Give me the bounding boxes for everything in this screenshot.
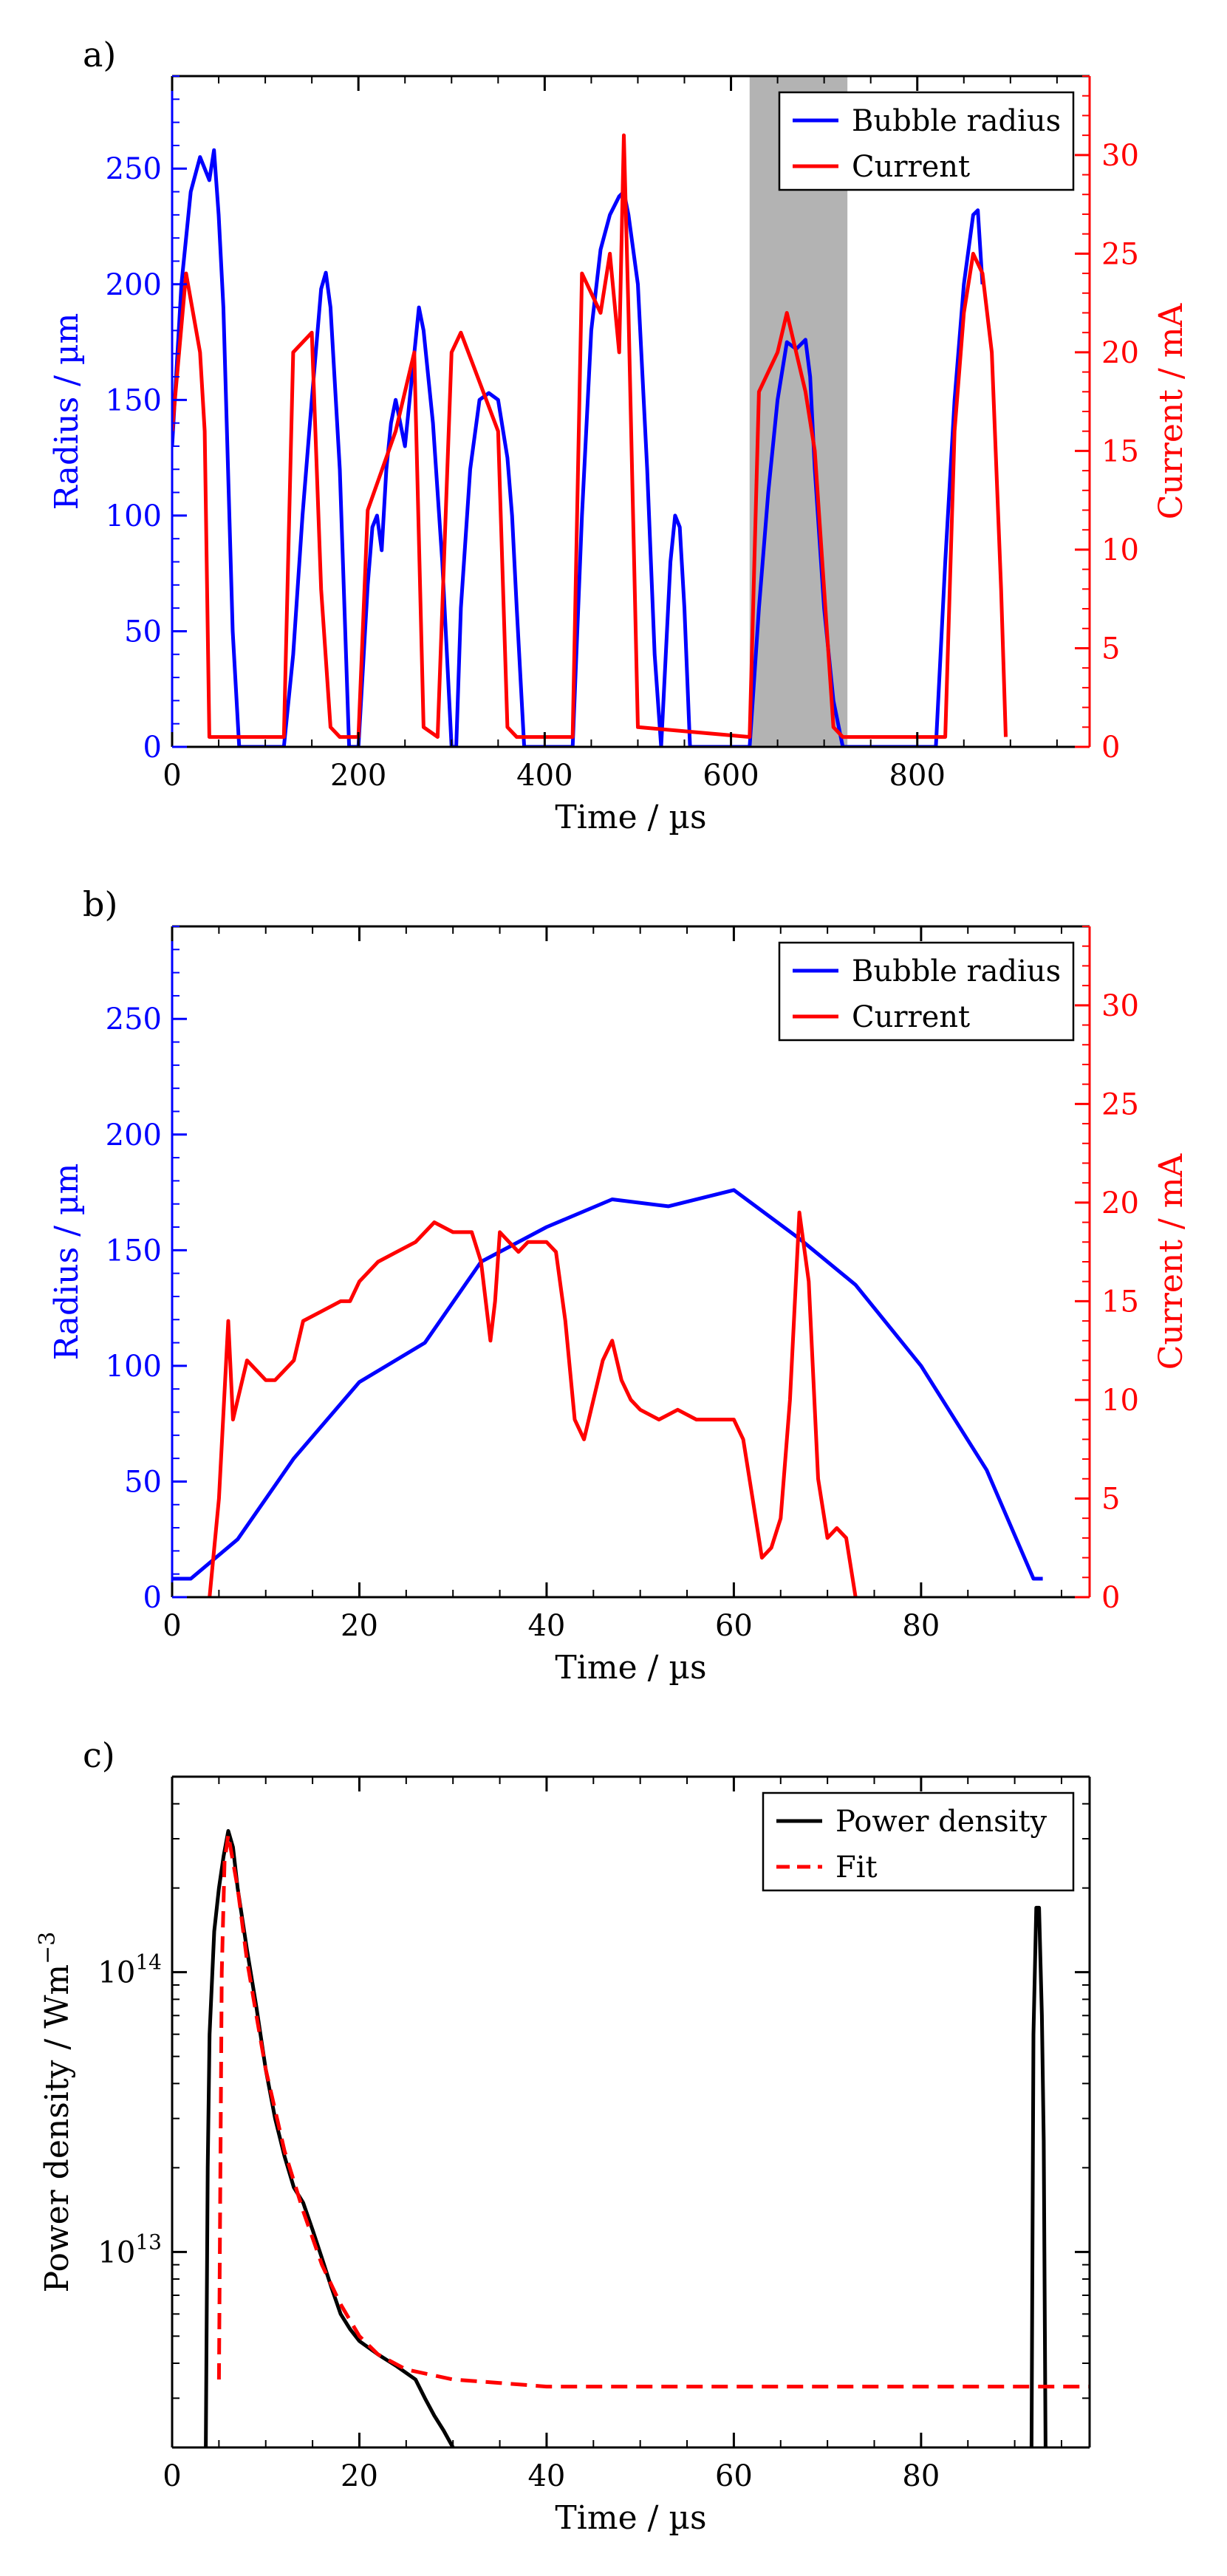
y2-tick-label: 30 bbox=[1101, 139, 1139, 173]
y-tick-label: 0 bbox=[143, 731, 162, 765]
y2-tick-label: 10 bbox=[1101, 533, 1139, 567]
y-axis-label: Radius / µm bbox=[48, 1164, 86, 1361]
legend-label-fit: Fit bbox=[835, 1851, 878, 1885]
y-axis-label-main: Power density / Wm bbox=[38, 1964, 76, 2293]
y-tick-base: 10 bbox=[98, 1956, 135, 1990]
x-tick-label: 60 bbox=[715, 2459, 753, 2493]
x-tick-label: 0 bbox=[163, 759, 181, 793]
x-tick-label: 0 bbox=[163, 1609, 181, 1643]
x-axis-label: Time / µs bbox=[555, 2499, 706, 2537]
y-tick-label: 50 bbox=[124, 1465, 162, 1499]
legend-label-bubble-radius: Bubble radius bbox=[852, 954, 1061, 988]
y-tick-label: 0 bbox=[143, 1581, 162, 1615]
x-tick-label: 20 bbox=[341, 2459, 378, 2493]
y2-tick-label: 10 bbox=[1101, 1384, 1139, 1418]
panel-label: a) bbox=[83, 35, 116, 75]
series-power-density-line-1 bbox=[1029, 1905, 1047, 2447]
panel-label: b) bbox=[83, 884, 117, 924]
y2-tick-label: 15 bbox=[1101, 434, 1139, 468]
y-tick-label: 1014 bbox=[98, 1950, 162, 1990]
y-tick-label: 200 bbox=[106, 268, 162, 302]
x-tick-label: 80 bbox=[902, 1609, 940, 1643]
x-axis-label: Time / µs bbox=[555, 1649, 706, 1687]
y-axis-label: Radius / µm bbox=[48, 313, 86, 510]
y-tick-label: 200 bbox=[106, 1118, 162, 1152]
y2-tick-label: 25 bbox=[1101, 237, 1139, 271]
y-tick-base: 10 bbox=[98, 2235, 135, 2269]
legend-box bbox=[778, 941, 1075, 1042]
y-tick-label: 150 bbox=[106, 1234, 162, 1268]
y2-tick-label: 20 bbox=[1101, 1186, 1139, 1220]
series-power-density-line-0 bbox=[204, 1828, 455, 2447]
legend-label-current: Current bbox=[852, 1000, 970, 1034]
x-tick-label: 0 bbox=[163, 2459, 181, 2493]
x-tick-label: 60 bbox=[715, 1609, 753, 1643]
x-tick-label: 200 bbox=[330, 759, 386, 793]
series-fit-line-2 bbox=[216, 1833, 1090, 2389]
legend-label-bubble-radius: Bubble radius bbox=[852, 104, 1061, 138]
y2-tick-label: 30 bbox=[1101, 989, 1139, 1023]
y-tick-label: 250 bbox=[106, 152, 162, 186]
series-bubble-radius-line-0 bbox=[172, 1188, 1043, 1581]
y-tick-label: 50 bbox=[124, 615, 162, 649]
y-tick-exponent: 13 bbox=[135, 2230, 162, 2254]
x-tick-label: 40 bbox=[527, 2459, 565, 2493]
y2-tick-label: 15 bbox=[1101, 1285, 1139, 1319]
y2-tick-label: 5 bbox=[1101, 1482, 1120, 1516]
plot-area bbox=[204, 1828, 1090, 2447]
legend-box bbox=[778, 91, 1075, 191]
legend-box bbox=[762, 1791, 1075, 1892]
y-tick-label: 100 bbox=[106, 499, 162, 533]
x-tick-label: 40 bbox=[527, 1609, 565, 1643]
legend-label-power-density: Power density bbox=[835, 1805, 1047, 1839]
y-tick-label: 100 bbox=[106, 1350, 162, 1384]
legend-label-current: Current bbox=[852, 150, 970, 184]
x-tick-label: 400 bbox=[516, 759, 573, 793]
y-axis-label: Power density / Wm−3 bbox=[35, 1932, 76, 2293]
y2-tick-label: 0 bbox=[1101, 1581, 1120, 1615]
y2-tick-label: 0 bbox=[1101, 731, 1120, 765]
y-axis-label-exponent: −3 bbox=[35, 1932, 61, 1964]
series-current-line-1 bbox=[208, 1210, 858, 1597]
panel-label: c) bbox=[83, 1735, 115, 1775]
panel-1: a) 0 200 400 600 800 0 50 100 150 200 250 0 5 10 15 20 25… bbox=[48, 35, 1190, 836]
y-tick-exponent: 14 bbox=[135, 1950, 162, 1975]
x-tick-label: 20 bbox=[341, 1609, 378, 1643]
x-tick-label: 800 bbox=[889, 759, 946, 793]
series-bubble-radius-line-0 bbox=[172, 148, 985, 747]
y2-tick-label: 5 bbox=[1101, 632, 1120, 666]
y2-tick-label: 25 bbox=[1101, 1087, 1139, 1121]
plot-area bbox=[172, 133, 1008, 747]
x-axis-label: Time / µs bbox=[555, 799, 706, 836]
y-tick-label: 150 bbox=[106, 383, 162, 417]
y-tick-label: 1013 bbox=[98, 2230, 162, 2269]
panel-2: b) 0 20 40 60 80 0 50 100 150 200 250 0 5 10 15 20 25 30 Ra… bbox=[48, 884, 1190, 1687]
x-tick-label: 600 bbox=[703, 759, 759, 793]
y-tick-label: 250 bbox=[106, 1002, 162, 1036]
y2-axis-label: Current / mA bbox=[1152, 303, 1190, 520]
y2-tick-label: 20 bbox=[1101, 336, 1139, 370]
plot-area bbox=[172, 1188, 1043, 1597]
x-tick-label: 80 bbox=[902, 2459, 940, 2493]
series-current-line-1 bbox=[172, 133, 1008, 739]
y2-axis-label: Current / mA bbox=[1152, 1153, 1190, 1370]
